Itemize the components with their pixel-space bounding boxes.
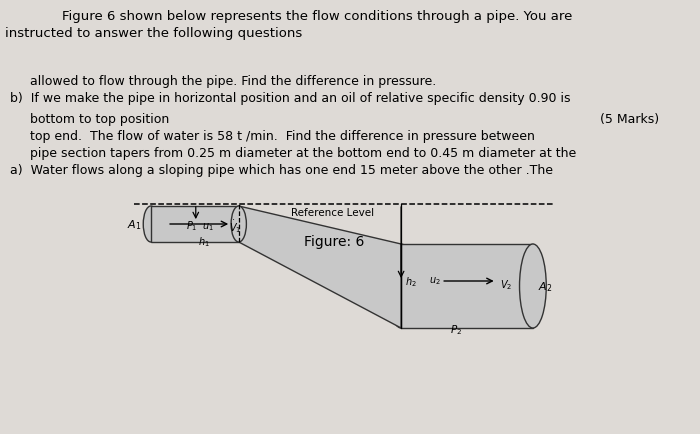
- Ellipse shape: [231, 207, 246, 243]
- Text: allowed to flow through the pipe. Find the difference in pressure.: allowed to flow through the pipe. Find t…: [10, 75, 436, 88]
- Text: $u_2$: $u_2$: [428, 275, 440, 286]
- Text: Figure 6 shown below represents the flow conditions through a pipe. You are: Figure 6 shown below represents the flow…: [62, 10, 573, 23]
- Text: (5 Marks): (5 Marks): [600, 113, 659, 126]
- Text: $P_2$: $P_2$: [450, 322, 463, 336]
- Ellipse shape: [388, 244, 414, 328]
- Polygon shape: [151, 207, 239, 243]
- Polygon shape: [401, 244, 533, 328]
- Text: pipe section tapers from 0.25 m diameter at the bottom end to 0.45 m diameter at: pipe section tapers from 0.25 m diameter…: [10, 147, 576, 160]
- Text: top end.  The flow of water is 58 t /min.  Find the difference in pressure betwe: top end. The flow of water is 58 t /min.…: [10, 130, 534, 143]
- Text: $P_1$  $u_1$: $P_1$ $u_1$: [186, 219, 215, 233]
- Text: b)  If we make the pipe in horizontal position and an oil of relative specific d: b) If we make the pipe in horizontal pos…: [10, 92, 570, 105]
- Polygon shape: [239, 207, 401, 328]
- Text: instructed to answer the following questions: instructed to answer the following quest…: [5, 27, 302, 40]
- Text: $\dot{V}_1$: $\dot{V}_1$: [229, 218, 241, 235]
- Text: $A_2$: $A_2$: [538, 279, 552, 293]
- Text: $A_1$: $A_1$: [127, 217, 141, 231]
- Text: Reference Level: Reference Level: [291, 207, 374, 217]
- Text: $V_2$: $V_2$: [500, 277, 512, 291]
- Text: $h_2$: $h_2$: [405, 274, 416, 288]
- Text: $h_1$: $h_1$: [197, 234, 209, 248]
- Text: Figure: 6: Figure: 6: [304, 234, 365, 248]
- Text: bottom to top position: bottom to top position: [10, 113, 169, 126]
- Ellipse shape: [519, 244, 546, 328]
- Ellipse shape: [144, 207, 158, 243]
- Text: a)  Water flows along a sloping pipe which has one end 15 meter above the other : a) Water flows along a sloping pipe whic…: [10, 164, 552, 177]
